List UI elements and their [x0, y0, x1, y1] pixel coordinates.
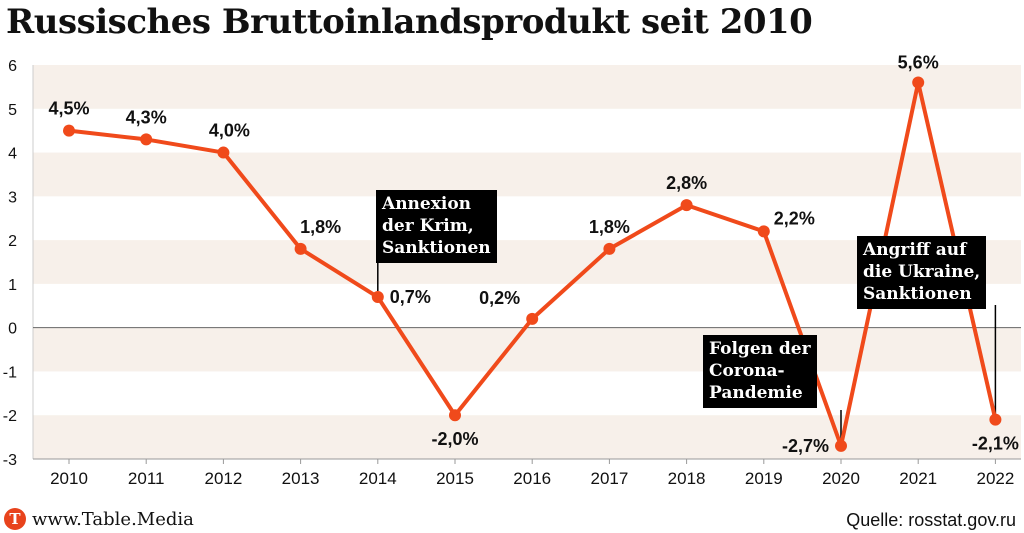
x-tick-label: 2022	[976, 469, 1014, 488]
y-tick-label: 4	[8, 146, 17, 163]
annotation-box: Angriff auf die Ukraine, Sanktionen	[857, 236, 987, 309]
x-tick-label: 2016	[513, 469, 551, 488]
data-point	[835, 439, 847, 452]
x-tick-label: 2017	[590, 469, 628, 488]
grid-band	[33, 240, 1021, 284]
data-point	[989, 413, 1002, 426]
grid-band	[33, 327, 1021, 372]
y-tick-label: 2	[8, 233, 17, 250]
data-point	[680, 199, 693, 212]
y-tick-label: -1	[3, 364, 17, 381]
data-label: 2,8%	[666, 173, 707, 193]
y-tick-label: -2	[3, 408, 17, 425]
data-point	[371, 291, 384, 304]
y-axis: 6 5 4 3 2 1 0 -1 -2 -3	[3, 58, 17, 469]
x-tick-label: 2019	[745, 469, 783, 488]
data-label: 1,8%	[300, 217, 341, 237]
x-tick-label: 2014	[359, 469, 397, 488]
data-label: 2,2%	[774, 208, 815, 228]
data-point	[63, 124, 75, 137]
grid-band	[33, 152, 1021, 197]
y-tick-label: 6	[8, 58, 17, 75]
data-point	[217, 146, 230, 159]
x-tick-label: 2021	[899, 469, 937, 488]
data-point	[757, 225, 770, 238]
x-tick-label: 2020	[822, 469, 860, 488]
annotation-box: Annexion der Krim, Sanktionen	[376, 190, 497, 263]
annotation-leaders	[377, 262, 997, 440]
data-point	[912, 76, 925, 89]
table-media-logo-icon: T	[4, 508, 26, 530]
y-tick-label: 5	[8, 102, 17, 119]
x-tick-label: 2010	[50, 469, 88, 488]
data-label: 4,5%	[48, 99, 89, 119]
data-label: 0,2%	[479, 288, 520, 308]
data-label: -2,7%	[782, 436, 829, 456]
data-labels: 4,5% 4,3% 4,0% 1,8% 0,7% -2,0% 0,2% 1,8% 2,8% 2,2…	[48, 53, 1018, 456]
data-label: 4,0%	[209, 121, 250, 141]
background-bands	[32, 65, 1021, 459]
data-point	[603, 242, 616, 255]
brand-url: www.Table.Media	[32, 508, 194, 530]
x-axis: 2010 2011 2012 2013 2014 2015 2016 2017 2018 2019…	[33, 458, 1021, 488]
data-point	[526, 312, 539, 325]
y-tick-label: -3	[3, 452, 17, 469]
y-tick-label: 1	[8, 277, 17, 294]
data-point	[449, 409, 461, 422]
x-tick-label: 2013	[282, 469, 320, 488]
data-label: -2,1%	[972, 434, 1019, 454]
x-tick-label: 2018	[668, 469, 706, 488]
grid-band	[33, 65, 1021, 109]
data-point	[140, 133, 153, 146]
chart-title: Russisches Bruttoinlandsprodukt seit 201…	[6, 2, 813, 42]
data-label: 1,8%	[589, 217, 630, 237]
data-point	[294, 242, 307, 255]
x-tick-label: 2015	[436, 469, 474, 488]
data-label: 5,6%	[898, 53, 939, 73]
data-points	[63, 76, 1002, 452]
source-note: Quelle: rosstat.gov.ru	[846, 510, 1016, 530]
x-tick-label: 2011	[128, 469, 165, 488]
data-label: 0,7%	[390, 287, 431, 307]
annotation-box: Folgen der Corona- Pandemie	[703, 335, 817, 408]
data-label: -2,0%	[431, 429, 478, 449]
x-tick-label: 2012	[204, 469, 242, 488]
grid-band	[33, 415, 1021, 459]
y-tick-label: 0	[8, 321, 17, 338]
brand: T www.Table.Media	[4, 508, 194, 530]
y-tick-label: 3	[8, 189, 17, 206]
data-label: 4,3%	[126, 107, 167, 127]
